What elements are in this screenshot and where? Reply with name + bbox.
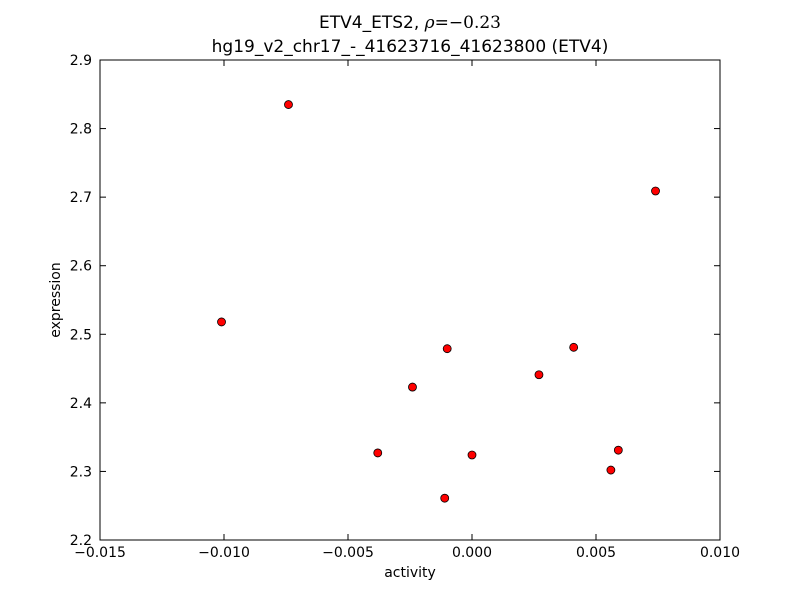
data-point <box>467 450 477 460</box>
data-point <box>217 317 226 327</box>
chart-title-rho-value: =−0.23 <box>435 13 501 33</box>
x-tick-label: 0.000 <box>452 545 492 561</box>
data-point <box>606 465 616 475</box>
y-axis-ticks: 2.2 2.3 2.4 2.5 2.6 2.7 2.8 2.9 <box>70 53 720 549</box>
x-tick-label: −0.015 <box>74 545 126 561</box>
y-tick-label: 2.6 <box>70 259 92 275</box>
x-tick-label: 0.010 <box>700 545 740 561</box>
y-tick-label: 2.3 <box>70 464 92 480</box>
x-tick-label: 0.005 <box>576 545 616 561</box>
data-point <box>284 100 293 109</box>
y-tick-label: 2.2 <box>70 533 92 549</box>
x-axis-label: activity <box>384 565 436 581</box>
chart-title: ETV4_ETS2, ρ=−0.23 <box>319 13 501 33</box>
y-tick-label: 2.8 <box>70 122 92 138</box>
y-tick-label: 2.5 <box>70 327 92 343</box>
y-axis-label: expression <box>48 262 64 338</box>
data-point <box>569 342 579 352</box>
chart-subtitle: hg19_v2_chr17_-_41623716_41623800 (ETV4) <box>212 37 609 57</box>
x-axis-ticks: −0.015 −0.010 −0.005 0.000 0.005 0.010 <box>74 60 740 561</box>
data-point <box>440 493 450 503</box>
y-tick-label: 2.7 <box>70 190 92 206</box>
y-tick-label: 2.9 <box>70 53 92 69</box>
x-tick-label: −0.005 <box>322 545 374 561</box>
x-tick-label: −0.010 <box>198 545 250 561</box>
chart-title-rho-symbol: ρ <box>424 13 435 33</box>
data-point <box>442 344 452 354</box>
data-point <box>373 448 383 458</box>
data-point <box>408 382 417 392</box>
data-point <box>613 445 623 455</box>
data-points <box>217 100 660 503</box>
data-point <box>534 370 544 380</box>
chart-title-prefix: ETV4_ETS2, <box>319 13 425 33</box>
y-tick-label: 2.4 <box>70 396 92 412</box>
data-point <box>651 186 660 196</box>
plot-area <box>99 59 721 541</box>
